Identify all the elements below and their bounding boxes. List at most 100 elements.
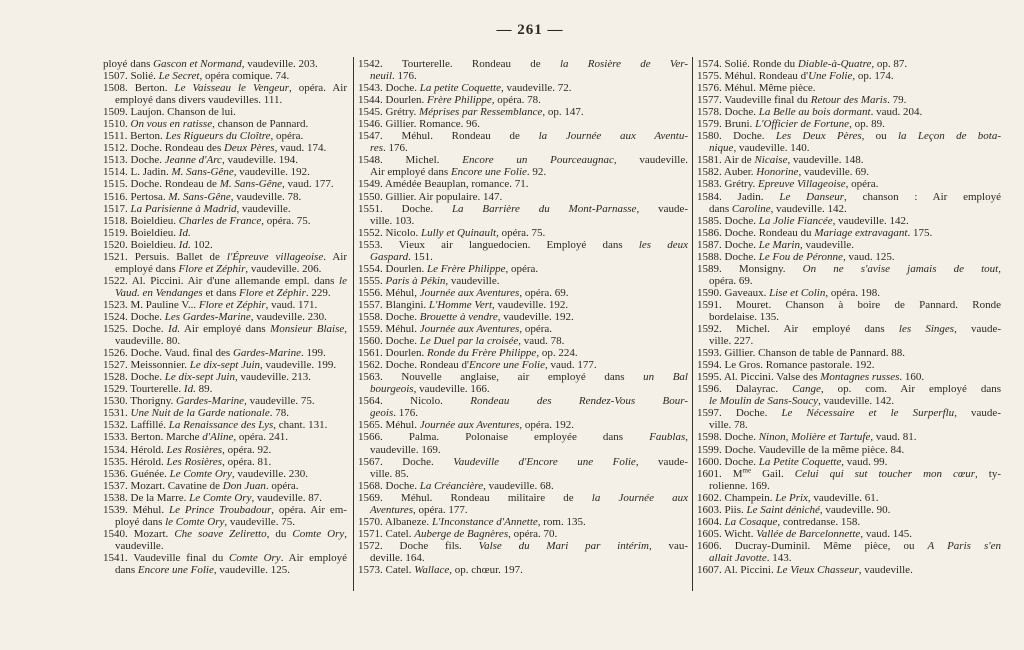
italic-title: Ronde du Frère Philippe [427, 347, 537, 360]
catalog-entry-line: 1598. Doche. Ninon, Molière et Tartufe, … [697, 431, 1001, 443]
text-segment: , vaudeville. 140. [733, 142, 810, 155]
italic-title: La Petite Coquette [758, 455, 842, 468]
italic-title: Les Rosières [166, 455, 223, 468]
text-segment: 89. [195, 383, 213, 396]
italic-title: Le Prix [775, 491, 808, 504]
catalog-entry-line: 1597. Doche. Le Nécessaire et le Surperf… [697, 407, 1001, 419]
catalog-entry-line: 1523. M. Pauline V... Flore et Zéphir, v… [103, 299, 347, 311]
catalog-entry-continuation: neuil. 176. [358, 70, 688, 82]
catalog-entry-line: 1553. Vieux air languedocien. Employé da… [358, 239, 688, 251]
italic-title: Faublas [649, 431, 686, 444]
italic-title: Le Fou de Péronne [758, 250, 843, 263]
text-segment: , vaudeville. 203. [241, 58, 318, 70]
text-segment: 1550. Gillier. Air populaire. 147. [358, 190, 503, 203]
italic-title: Les Rosières [166, 443, 223, 456]
italic-title: Les Deux Pères [775, 130, 862, 143]
text-segment: , vau- [648, 539, 688, 552]
text-segment: Air employé dans [180, 323, 271, 336]
text-segment: 1510. [103, 118, 131, 131]
italic-title: Le Nécessaire et le Surperflu [781, 407, 955, 420]
catalog-entry-continuation: bourgeois, vaudeville. 166. [358, 383, 688, 395]
catalog-entry-line: 1564. Nicolo. Rondeau des Rendez-Vous Bo… [358, 395, 688, 407]
italic-title: le Comte Ory [165, 515, 225, 528]
text-segment: , rom. 135. [537, 515, 586, 528]
catalog-entry-line: 1512. Doche. Rondeau des Deux Pères, vau… [103, 142, 347, 154]
text-segment: 1574. Solié. Ronde du [697, 58, 798, 70]
text-segment: 1584. Jadin. [697, 190, 780, 203]
italic-title: le [339, 274, 347, 287]
text-segment: 1556. Méhul, [358, 286, 420, 299]
italic-title: Encore un Pourceaugnac [462, 154, 614, 167]
italic-title: Gascon et Normand [153, 58, 242, 70]
text-segment: 1531. [103, 407, 131, 420]
text-segment: , vaudeville. 75. [244, 395, 315, 408]
catalog-entry-line: 1559. Méhul. Journée aux Aventures, opér… [358, 323, 688, 335]
italic-title: Vaudeville d'Encore une Folie [453, 455, 636, 468]
italic-title: Le Comte Ory [189, 491, 252, 504]
text-segment: , vaudeville. 199. [260, 359, 337, 372]
catalog-entry-line: 1594. Le Gros. Romance pastorale. 192. [697, 359, 1001, 371]
catalog-entry-line: 1567. Doche. Vaudeville d'Encore une Fol… [358, 456, 688, 468]
text-segment: 1518. Boieldieu. [103, 214, 179, 227]
text-segment: 1517. [103, 202, 131, 215]
text-segment: 1508. Berton. [103, 82, 175, 95]
italic-title: Flore et Zéphir [239, 286, 306, 299]
catalog-entry-line: 1600. Doche. La Petite Coquette, vaud. 9… [697, 456, 1001, 468]
text-segment: , vaudeville. 230. [250, 310, 327, 323]
catalog-entry-line: 1595. Al. Piccini. Valse des Montagnes r… [697, 371, 1001, 383]
catalog-entry-line: 1540. Mozart. Che soave Zeliretto, du Co… [103, 528, 347, 540]
catalog-entry-line: 1570. Albaneze. L'Inconstance d'Annette,… [358, 516, 688, 528]
catalog-entry-line: 1572. Doche fils. Valse du Mari par inté… [358, 540, 688, 552]
text-segment: , vaude- [954, 323, 1001, 336]
italic-title: d'Aline [202, 431, 234, 444]
text-segment: 1572. Doche fils. [358, 539, 479, 552]
italic-title: l'Épreuve villageoise [226, 250, 324, 263]
catalog-entry-line: 1606. Ducray-Duminil. Même pièce, ou A P… [697, 540, 1001, 552]
text-segment: , opéra. 192. [519, 419, 575, 432]
text-segment: . 176. [383, 142, 408, 155]
text-segment: , vaudeville. [445, 274, 500, 287]
text-segment: , vaud. 78. [518, 335, 565, 348]
text-segment: , opéra comique. 74. [199, 70, 290, 83]
text-segment: 1599. Doche. Vaudeville de la même pièce… [697, 443, 905, 456]
italic-title: Frère Philippe [427, 94, 492, 107]
text-segment: 102. [190, 238, 213, 251]
text-segment: , opéra. [505, 262, 539, 275]
text-segment: , contredanse. 158. [777, 515, 861, 528]
catalog-entry-line: 1574. Solié. Ronde du Diable-à-Quatre, o… [697, 58, 1001, 70]
text-segment: 1587. Doche. [697, 238, 759, 251]
text-segment: , vaud. 174. [274, 142, 327, 155]
text-segment: , chanson : Air employé [844, 190, 1001, 203]
text-segment: , opéra. Air [289, 82, 347, 95]
text-segment: 1579. Bruni. [697, 118, 756, 131]
text-segment: , vaudeville. [236, 202, 291, 215]
text-segment: , vaudeville. [613, 154, 688, 167]
catalog-entry-line: 1545. Grétry. Méprises par Ressemblance,… [358, 106, 688, 118]
text-segment: , op. 224. [536, 347, 578, 360]
catalog-entry-line: 1558. Doche. Brouette à vendre, vaudevil… [358, 311, 688, 323]
text-segment: , vaudeville. 192. [497, 310, 574, 323]
text-segment: 1548. Michel. [358, 154, 463, 167]
text-segment: bordelaise. 135. [709, 310, 779, 323]
text-segment: , vaude- [954, 407, 1001, 420]
catalog-entry-line: 1560. Doche. Le Duel par la croisée, vau… [358, 335, 688, 347]
catalog-entry-continuation: Aventures, opéra. 177. [358, 504, 688, 516]
text-segment: vaudeville. 169. [370, 443, 441, 456]
text-segment: , vaudeville. 166. [413, 383, 490, 396]
italic-title: Paris à Pékin [385, 274, 446, 287]
text-segment: 1573. Catel. [358, 563, 415, 576]
italic-title: la Leçon de bota- [898, 130, 1001, 143]
text-segment: 1515. Doche. Rondeau de [103, 178, 220, 191]
catalog-entry-line: 1603. Piis. Le Saint déniché, vaudeville… [697, 504, 1001, 516]
text-segment: , du [266, 527, 293, 540]
italic-title: Journée aux Aventures [419, 323, 520, 336]
text-segment: 1535. Hérold. [103, 455, 167, 468]
catalog-entry-continuation: vaudeville. 80. [103, 335, 347, 347]
italic-title: neuil [370, 70, 392, 83]
italic-title: La Cosaque [724, 515, 778, 528]
text-segment: , vaudeville. 87. [251, 491, 323, 504]
text-segment: , opéra. 198. [825, 286, 881, 299]
italic-title: La Belle au bois dormant [758, 106, 871, 119]
italic-title: Journée aux Aventures [419, 286, 520, 299]
catalog-entry-line: 1583. Grétry. Epreuve Villageoise, opéra… [697, 178, 1001, 190]
